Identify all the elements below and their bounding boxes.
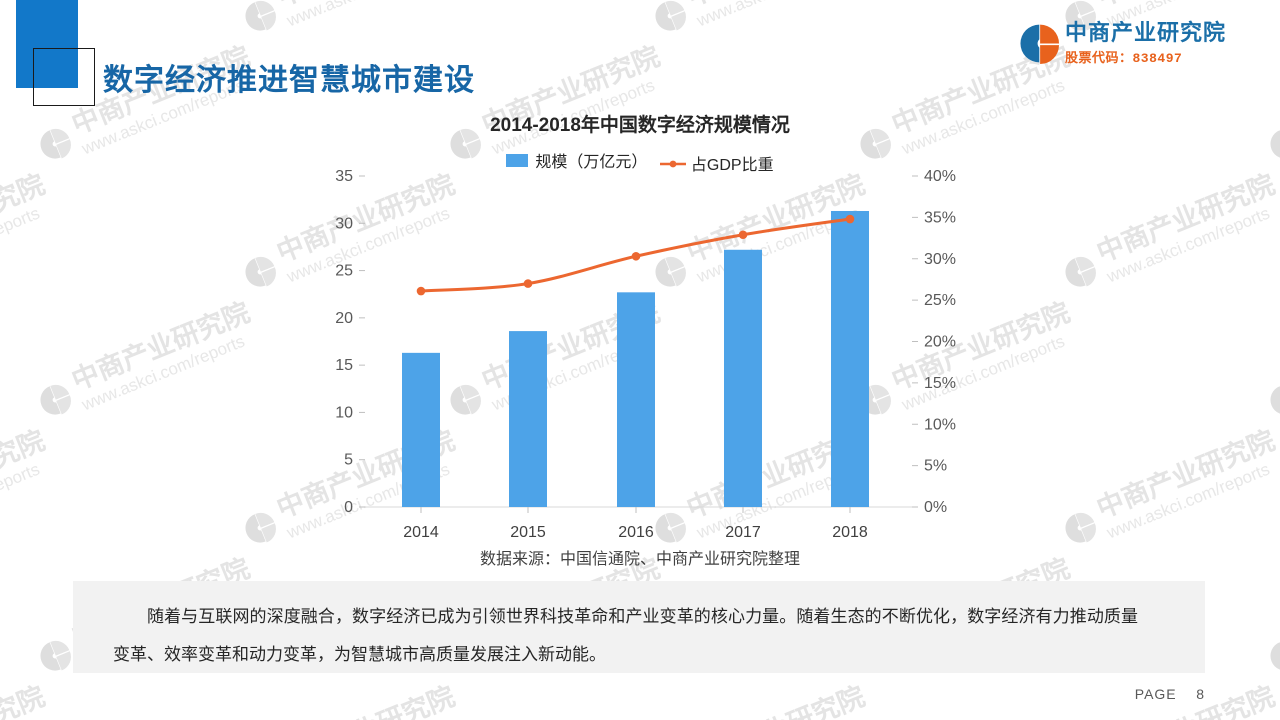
svg-text:15%: 15%: [924, 375, 956, 392]
svg-text:5: 5: [344, 452, 353, 469]
svg-text:25: 25: [335, 263, 353, 280]
svg-text:0: 0: [344, 499, 353, 516]
svg-text:2015: 2015: [510, 524, 546, 541]
svg-text:20: 20: [335, 310, 353, 327]
svg-text:30%: 30%: [924, 251, 956, 268]
svg-text:30: 30: [335, 215, 353, 232]
svg-text:0%: 0%: [924, 499, 947, 516]
svg-text:10: 10: [335, 404, 353, 421]
svg-text:15: 15: [335, 357, 353, 374]
svg-text:2016: 2016: [618, 524, 654, 541]
svg-text:5%: 5%: [924, 458, 947, 475]
svg-text:2017: 2017: [725, 524, 761, 541]
svg-text:2014: 2014: [403, 524, 439, 541]
svg-text:40%: 40%: [924, 168, 956, 185]
svg-text:35: 35: [335, 168, 353, 185]
svg-text:20%: 20%: [924, 334, 956, 351]
svg-text:35%: 35%: [924, 209, 956, 226]
svg-text:25%: 25%: [924, 292, 956, 309]
svg-text:2018: 2018: [832, 524, 868, 541]
svg-text:10%: 10%: [924, 416, 956, 433]
